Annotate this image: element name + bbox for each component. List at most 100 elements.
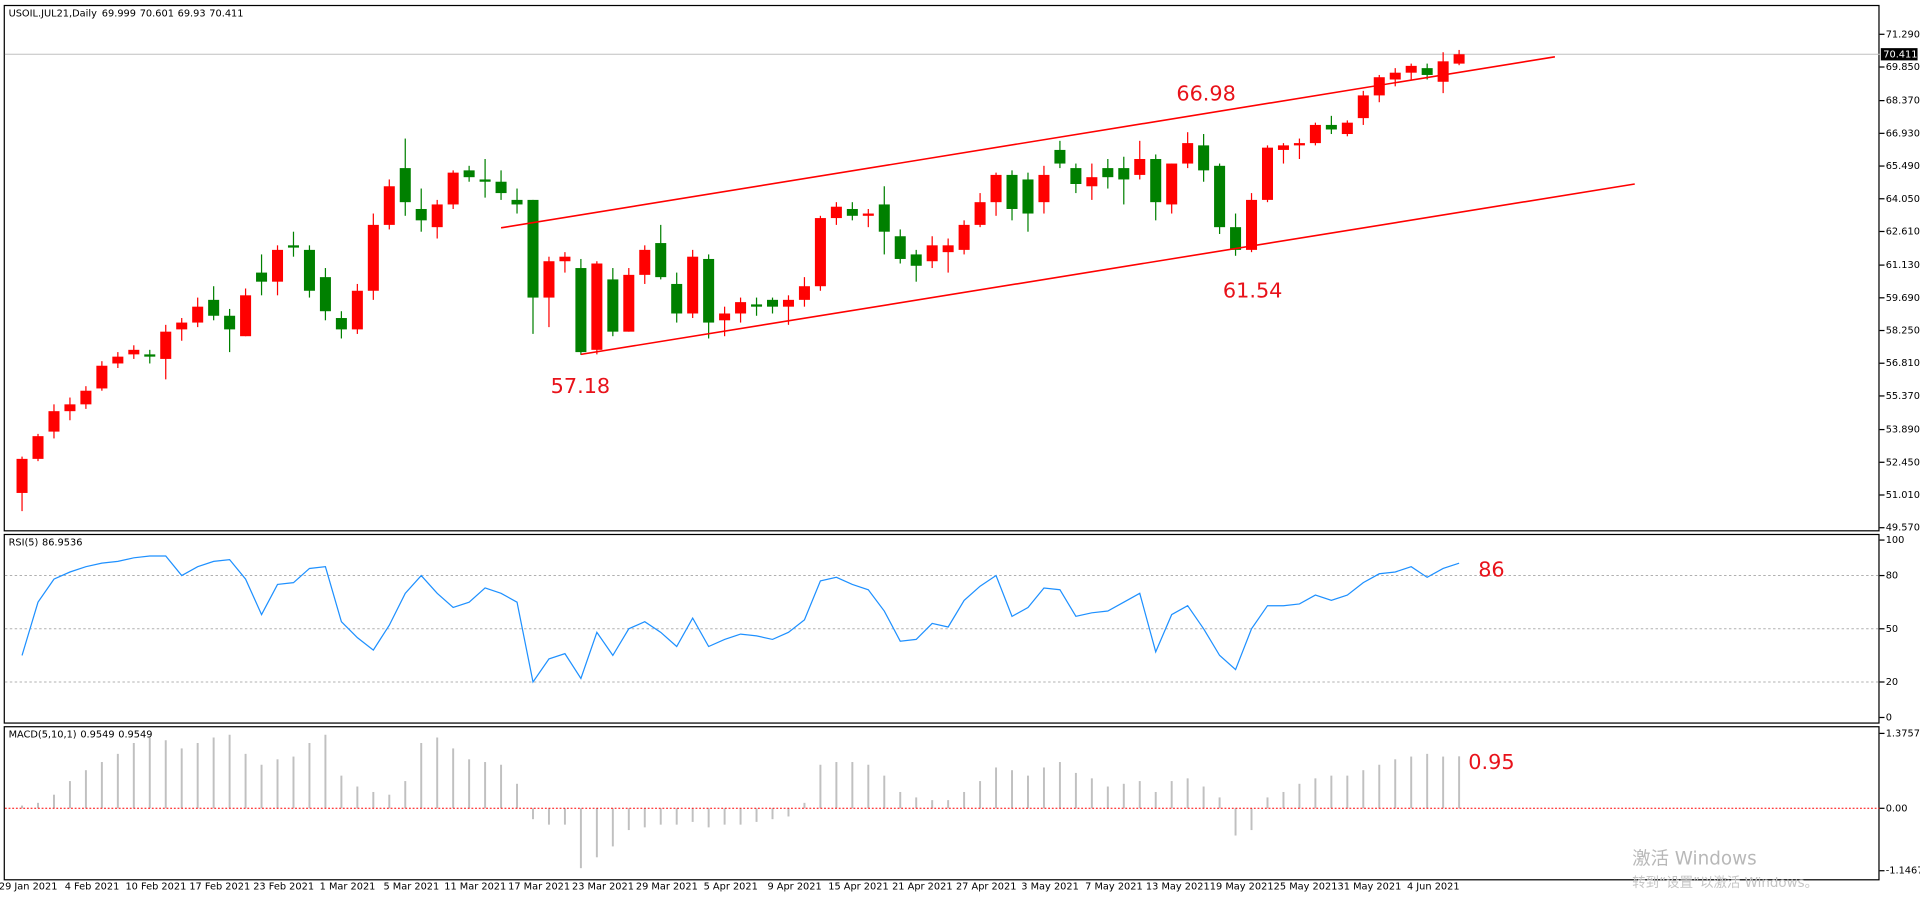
candle-body bbox=[1277, 145, 1289, 150]
candle-body bbox=[287, 245, 299, 248]
candle-body bbox=[16, 458, 28, 493]
candle-body bbox=[782, 299, 794, 307]
x-tick-label: 4 Feb 2021 bbox=[65, 882, 120, 893]
candle-body bbox=[399, 168, 411, 203]
candle-body bbox=[1054, 149, 1066, 164]
y-tick-label: 59.690 bbox=[1886, 293, 1920, 304]
candle-body bbox=[256, 272, 268, 282]
candle-body bbox=[367, 224, 379, 291]
y-tick-label: 1.3757 bbox=[1886, 728, 1920, 739]
price-panel bbox=[3, 4, 1880, 532]
candle-body bbox=[830, 206, 842, 219]
candle-body bbox=[1118, 168, 1130, 180]
y-tick-label: 20 bbox=[1886, 677, 1898, 688]
candle-body bbox=[703, 258, 715, 323]
y-tick-label: 50 bbox=[1886, 624, 1898, 635]
candle-body bbox=[607, 279, 619, 332]
candle-body bbox=[463, 170, 475, 178]
macd-signal: 0.9549 bbox=[118, 730, 152, 741]
candle-body bbox=[303, 249, 315, 291]
y-tick-label: 66.930 bbox=[1886, 128, 1920, 139]
candle-body bbox=[942, 245, 954, 253]
candle-body bbox=[671, 283, 683, 314]
candle-body bbox=[48, 411, 60, 432]
y-tick-label: 100 bbox=[1886, 535, 1905, 546]
candle-body bbox=[1230, 227, 1242, 250]
candle-body bbox=[990, 174, 1002, 203]
candle-body bbox=[1309, 124, 1321, 144]
watermark-subtitle: 转到“设置”以激活 Windows。 bbox=[1632, 875, 1818, 891]
current-price-box bbox=[1880, 48, 1918, 61]
candle-body bbox=[655, 243, 667, 278]
candle-body bbox=[1022, 179, 1034, 214]
candle-body bbox=[1182, 143, 1194, 164]
symbol: USOIL.JUL21,Daily bbox=[9, 8, 98, 19]
candle-body bbox=[383, 186, 395, 225]
candle-body bbox=[192, 306, 204, 323]
candle-body bbox=[1389, 72, 1401, 80]
rsi-panel bbox=[3, 533, 1880, 724]
candle-body bbox=[735, 302, 747, 314]
candle-body bbox=[319, 277, 331, 312]
macd-header: MACD(5,10,1) 0.9549 0.9549 bbox=[9, 730, 153, 741]
rsi-name: RSI(5) bbox=[9, 537, 39, 548]
candle-body bbox=[1453, 54, 1465, 64]
x-tick-label: 23 Feb 2021 bbox=[253, 882, 314, 893]
candle-body bbox=[527, 199, 539, 298]
annotation: 66.98 bbox=[1176, 81, 1236, 105]
annotation: 86 bbox=[1478, 558, 1504, 582]
candle-body bbox=[1437, 61, 1449, 82]
candle-body bbox=[1134, 159, 1146, 175]
candle-body bbox=[335, 318, 347, 330]
x-tick-label: 27 Apr 2021 bbox=[956, 882, 1016, 893]
y-tick-label: 80 bbox=[1886, 571, 1898, 582]
annotation: 0.95 bbox=[1468, 750, 1514, 774]
candle-body bbox=[144, 354, 156, 357]
candle-body bbox=[80, 390, 92, 405]
candle-body bbox=[447, 172, 459, 205]
y-tick-label: -1.1467 bbox=[1886, 866, 1920, 877]
candle-body bbox=[1070, 168, 1082, 184]
candle-body bbox=[1325, 124, 1337, 130]
candle-body bbox=[1405, 65, 1417, 73]
x-tick-label: 29 Jan 2021 bbox=[0, 882, 57, 893]
candle-body bbox=[766, 299, 779, 307]
y-tick-label: 49.570 bbox=[1886, 523, 1920, 534]
candle-body bbox=[479, 179, 491, 182]
candle-body bbox=[1198, 145, 1210, 171]
last-high: 70.601 bbox=[140, 8, 174, 19]
y-tick-label: 0 bbox=[1886, 712, 1892, 723]
candle-body bbox=[1421, 68, 1433, 75]
macd-panel bbox=[3, 726, 1880, 881]
candle-body bbox=[543, 261, 555, 298]
y-tick-label: 52.450 bbox=[1886, 457, 1920, 468]
x-tick-label: 11 Mar 2021 bbox=[444, 882, 506, 893]
candle-body bbox=[1086, 177, 1098, 187]
price-header: USOIL.JUL21,Daily 69.999 70.601 69.93 70.411 bbox=[9, 8, 244, 19]
candle-body bbox=[974, 202, 986, 225]
y-tick-label: 68.370 bbox=[1886, 96, 1920, 107]
watermark-title: 激活 Windows bbox=[1632, 849, 1757, 870]
candle-body bbox=[128, 349, 140, 355]
candle-body bbox=[208, 299, 220, 316]
candle-body bbox=[623, 274, 635, 332]
candle-body bbox=[240, 295, 252, 337]
y-tick-label: 53.890 bbox=[1886, 425, 1920, 436]
x-tick-label: 19 May 2021 bbox=[1210, 882, 1274, 893]
last-low: 69.93 bbox=[178, 8, 206, 19]
y-tick-label: 58.250 bbox=[1886, 326, 1920, 337]
x-tick-label: 4 Jun 2021 bbox=[1407, 882, 1460, 893]
candle-body bbox=[910, 254, 922, 266]
last-open: 69.999 bbox=[102, 8, 136, 19]
macd-last: 0.9549 bbox=[80, 730, 114, 741]
annotation: 57.18 bbox=[551, 374, 611, 398]
x-tick-label: 5 Mar 2021 bbox=[383, 882, 439, 893]
macd-name: MACD(5,10,1) bbox=[9, 730, 77, 741]
candle-body bbox=[495, 181, 507, 194]
x-tick-label: 21 Apr 2021 bbox=[892, 882, 952, 893]
x-tick-label: 17 Feb 2021 bbox=[189, 882, 250, 893]
x-tick-label: 17 Mar 2021 bbox=[508, 882, 570, 893]
y-tick-label: 64.050 bbox=[1886, 194, 1920, 205]
y-tick-label: 62.610 bbox=[1886, 226, 1920, 237]
annotation: 61.54 bbox=[1223, 278, 1283, 302]
